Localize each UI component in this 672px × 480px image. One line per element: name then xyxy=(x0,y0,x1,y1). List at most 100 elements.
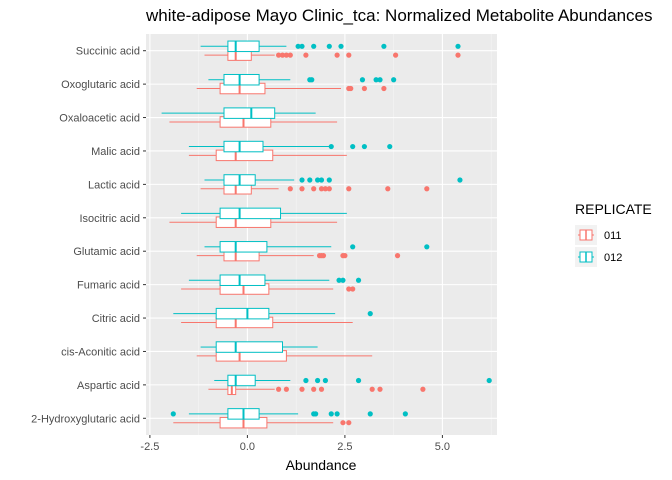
outlier-point xyxy=(311,43,317,49)
outlier-point xyxy=(336,277,342,283)
outlier-point xyxy=(391,77,397,83)
x-tick-label: 5.0 xyxy=(435,441,450,453)
box-iqr xyxy=(227,40,260,53)
outlier-point xyxy=(342,253,348,259)
outlier-point xyxy=(359,77,366,83)
box-012 xyxy=(204,174,463,186)
outlier-point xyxy=(276,386,282,392)
outlier-point xyxy=(350,143,356,150)
outlier-point xyxy=(334,411,340,417)
y-tick-label: Succinic acid xyxy=(76,46,140,58)
outlier-point xyxy=(322,377,328,384)
outlier-point xyxy=(318,386,325,392)
box-011 xyxy=(181,283,356,295)
outlier-point xyxy=(299,186,305,192)
outlier-point xyxy=(320,253,327,259)
y-tick-label: Citric acid xyxy=(92,313,140,325)
outlier-point xyxy=(381,43,387,49)
outlier-point xyxy=(457,177,463,183)
outlier-point xyxy=(346,286,352,292)
legend-title: REPLICATE xyxy=(575,201,652,217)
outlier-point xyxy=(283,386,289,392)
box-012 xyxy=(188,140,393,153)
y-tick-label: cis-Aconitic acid xyxy=(61,346,140,358)
grid-lines xyxy=(146,34,497,435)
y-tick-label: Isocitric acid xyxy=(79,213,140,225)
legend: REPLICATE 011 012 xyxy=(575,201,652,267)
outlier-point xyxy=(299,43,305,49)
outlier-point xyxy=(303,52,309,58)
outlier-point xyxy=(295,43,301,49)
outlier-point xyxy=(346,186,352,192)
outlier-point xyxy=(299,177,305,183)
outlier-point xyxy=(377,386,383,392)
outlier-point xyxy=(393,52,399,58)
legend-label: 011 xyxy=(604,230,622,242)
outlier-point xyxy=(303,377,309,384)
box-012 xyxy=(214,374,492,387)
outlier-point xyxy=(340,420,346,426)
outlier-point xyxy=(486,377,492,384)
outlier-point xyxy=(283,52,289,58)
x-tick-label: 2.5 xyxy=(337,441,352,453)
box-012 xyxy=(204,241,430,253)
box-iqr xyxy=(223,73,260,86)
box-iqr xyxy=(223,140,264,153)
outlier-point xyxy=(369,386,375,392)
box-011 xyxy=(169,216,338,228)
outlier-point xyxy=(346,420,352,426)
y-tick-label: Lactic acid xyxy=(88,179,140,191)
outlier-point xyxy=(361,85,367,92)
outlier-point xyxy=(322,186,328,192)
outlier-point xyxy=(355,377,362,384)
box-iqr xyxy=(227,374,256,387)
outlier-point xyxy=(328,411,334,417)
y-axis-ticks: Succinic acid Oxoglutaric acid Oxaloacetic… xyxy=(31,46,146,425)
outlier-point xyxy=(170,411,176,417)
x-axis-label: Abundance xyxy=(286,457,357,473)
outlier-point xyxy=(279,52,286,58)
outlier-point xyxy=(328,143,334,150)
outlier-point xyxy=(299,386,305,392)
outlier-point xyxy=(326,186,332,192)
outlier-point xyxy=(350,244,356,250)
outlier-point xyxy=(315,377,321,384)
box-012 xyxy=(188,274,362,286)
outlier-point xyxy=(420,386,426,392)
y-tick-label: Aspartic acid xyxy=(77,380,140,392)
outlier-point xyxy=(455,52,461,58)
outlier-point xyxy=(367,311,373,317)
box-012 xyxy=(181,207,347,220)
box-012 xyxy=(173,307,373,320)
outlier-point xyxy=(373,77,379,83)
chart-title: white-adipose Mayo Clinic_tca: Normalize… xyxy=(145,6,653,25)
outlier-point xyxy=(377,77,383,83)
outlier-point xyxy=(424,244,430,250)
outlier-point xyxy=(387,143,393,150)
outlier-point xyxy=(287,186,293,192)
outlier-point xyxy=(355,277,362,283)
outlier-point xyxy=(340,277,346,283)
box-iqr xyxy=(223,107,276,119)
outlier-point xyxy=(348,85,354,92)
y-tick-label: Malic acid xyxy=(91,146,140,158)
x-tick-label: -2.5 xyxy=(140,441,159,453)
outlier-point xyxy=(326,43,332,49)
box-011 xyxy=(200,183,430,195)
outlier-point xyxy=(318,186,325,192)
box-011 xyxy=(196,350,373,362)
box-iqr xyxy=(219,241,268,253)
outlier-point xyxy=(385,186,391,192)
outlier-point xyxy=(350,286,356,292)
box-012 xyxy=(208,73,397,86)
box-011 xyxy=(196,249,401,262)
box-iqr xyxy=(219,274,266,286)
outlier-point xyxy=(313,411,319,417)
outlier-point xyxy=(276,52,282,58)
outlier-point xyxy=(381,85,387,92)
outlier-point xyxy=(326,177,332,183)
box-iqr xyxy=(215,341,283,353)
box-layer xyxy=(161,40,492,429)
y-tick-label: Oxaloacetic acid xyxy=(59,113,140,125)
